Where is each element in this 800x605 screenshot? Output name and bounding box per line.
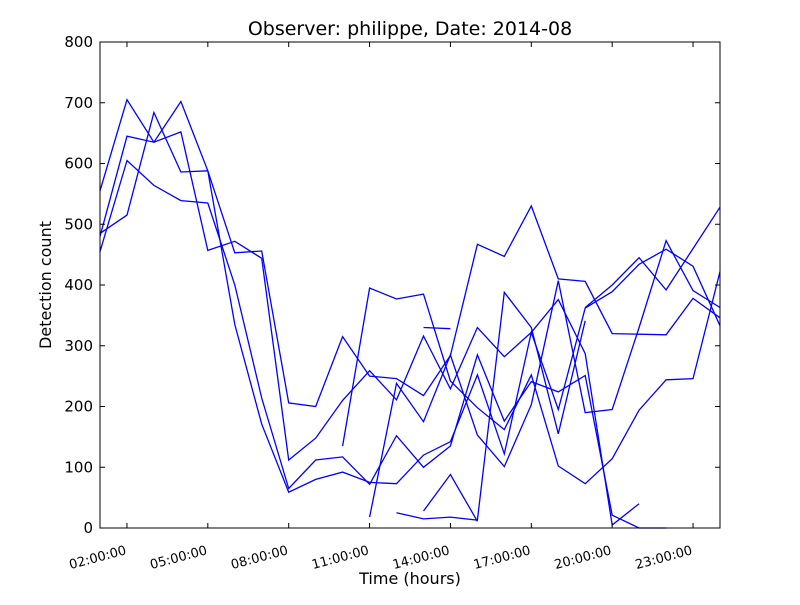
y-tick-label: 100 <box>64 458 93 476</box>
x-axis-label: Time (hours) <box>358 569 461 588</box>
series-line-5 <box>341 271 721 485</box>
series-line-9 <box>422 473 478 522</box>
y-tick-label: 0 <box>83 519 93 537</box>
y-tick-label: 300 <box>64 337 93 355</box>
series-line-8 <box>423 326 451 330</box>
y-tick-label: 400 <box>64 276 93 294</box>
y-tick-label: 800 <box>64 33 93 51</box>
plot-lines <box>99 98 721 529</box>
series-line-6 <box>368 239 721 518</box>
series-line-3 <box>99 159 667 529</box>
y-tick-label: 600 <box>64 155 93 173</box>
y-tick-label: 200 <box>64 398 93 416</box>
chart-title: Observer: philippe, Date: 2014-08 <box>248 18 572 40</box>
y-axis-label: Detection count <box>36 221 55 349</box>
series-line-2 <box>99 100 721 494</box>
y-tick-label: 500 <box>64 215 93 233</box>
y-tick-label: 700 <box>64 94 93 112</box>
series-line-4 <box>99 110 721 408</box>
series-line-7 <box>396 290 586 521</box>
series-line-10 <box>584 206 721 308</box>
